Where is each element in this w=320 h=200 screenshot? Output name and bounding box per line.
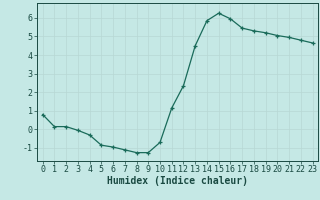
X-axis label: Humidex (Indice chaleur): Humidex (Indice chaleur) — [107, 176, 248, 186]
